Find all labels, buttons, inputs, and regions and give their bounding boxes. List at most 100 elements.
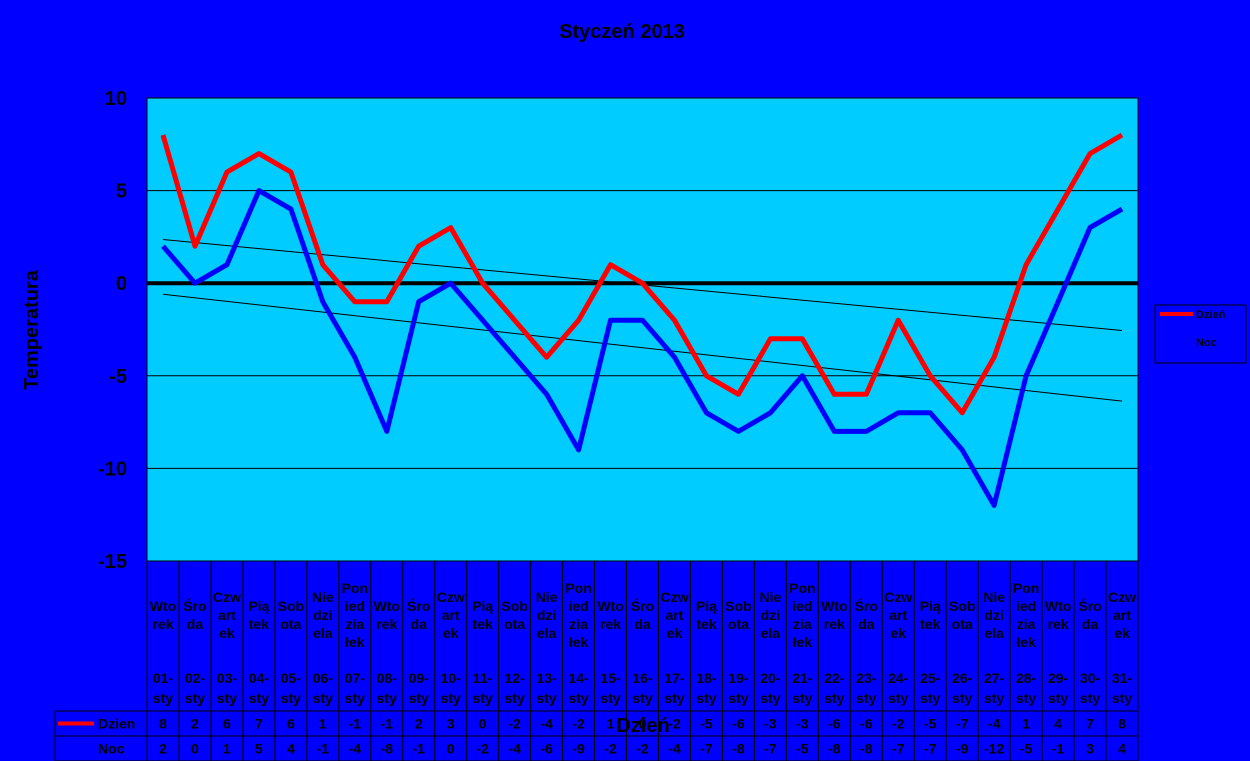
data-value: 1 — [319, 716, 327, 732]
data-value: -5 — [1020, 741, 1033, 757]
data-value: 0 — [479, 716, 487, 732]
data-value: -5 — [924, 716, 937, 732]
plot-area — [146, 97, 1139, 562]
weekday-label: Czw art ek — [884, 589, 912, 641]
data-table-label-dzien: Dzien — [98, 716, 135, 732]
data-value: -2 — [476, 741, 489, 757]
weekday-label: Wto rek — [150, 598, 176, 632]
weekday-label: Pią tek — [920, 598, 941, 632]
weekday-label: Czw art ek — [660, 589, 688, 641]
data-value: 4 — [1054, 716, 1062, 732]
data-value: 0 — [639, 716, 647, 732]
y-tick-label: 0 — [116, 273, 127, 295]
weekday-label: Śro da — [855, 597, 878, 632]
data-value: -1 — [349, 716, 362, 732]
data-value: 1 — [223, 741, 231, 757]
y-axis-ticks: 10 5 0 -5 -10 -15 — [98, 88, 127, 573]
data-value: -3 — [764, 716, 777, 732]
data-value: -1 — [1052, 741, 1065, 757]
weekday-label: Czw art ek — [437, 589, 465, 641]
data-value: -2 — [636, 741, 649, 757]
data-value: -7 — [924, 741, 937, 757]
data-value: 7 — [1086, 716, 1094, 732]
date-label: 24-sty — [888, 670, 909, 706]
date-label: 02-sty — [185, 670, 206, 706]
data-value: -2 — [604, 741, 617, 757]
weekday-label: Pon ied zia łek — [789, 580, 815, 650]
data-value: 7 — [255, 716, 263, 732]
date-label: 07-sty — [345, 670, 366, 706]
data-value: 0 — [447, 741, 455, 757]
data-value: -5 — [700, 716, 713, 732]
date-label: 27-sty — [984, 670, 1005, 706]
data-value: -6 — [828, 716, 841, 732]
y-tick-label: -15 — [98, 551, 127, 573]
date-label: 26-sty — [952, 670, 973, 706]
data-value: 2 — [159, 741, 167, 757]
date-label: 06-sty — [313, 670, 334, 706]
date-label: 17-sty — [664, 670, 685, 706]
data-value: 4 — [287, 741, 295, 757]
y-tick-label: 10 — [105, 88, 127, 110]
data-value: 4 — [1118, 741, 1126, 757]
data-table: Dzien 8 2 6 7 6 1 -1 -1 2 3 0 -2 -4 -2 1 0 -2 -5 -6 -3 -3 -6 -6… — [54, 710, 1139, 761]
data-value: -1 — [317, 741, 330, 757]
data-value: -5 — [796, 741, 809, 757]
series-line-noc — [161, 188, 1124, 508]
data-value: -8 — [828, 741, 841, 757]
data-value: -3 — [796, 716, 809, 732]
data-value: -7 — [892, 741, 905, 757]
weekday-label: Pią tek — [472, 598, 493, 632]
data-value: -2 — [572, 716, 585, 732]
date-label: 19-sty — [728, 670, 749, 706]
weekday-label: Śro da — [183, 597, 206, 632]
data-value: -8 — [860, 741, 873, 757]
data-value: -2 — [508, 716, 521, 732]
data-value: 2 — [415, 716, 423, 732]
weekday-label: Pią tek — [696, 598, 717, 632]
series-line-dzien — [160, 132, 1124, 416]
series-lines — [160, 132, 1124, 508]
weekday-label: Śro da — [1078, 597, 1101, 632]
data-value: -4 — [668, 741, 681, 757]
data-value: 3 — [1086, 741, 1094, 757]
weekday-label: Pon ied zia łek — [565, 580, 591, 650]
data-value: -4 — [988, 716, 1001, 732]
data-value: -6 — [540, 741, 553, 757]
legend-label-noc: Noc — [1196, 337, 1217, 349]
date-label: 05-sty — [281, 670, 302, 706]
weekday-label: Wto rek — [597, 598, 623, 632]
date-label: 03-sty — [217, 670, 238, 706]
data-value: -1 — [381, 716, 394, 732]
chart-title: Styczeń 2013 — [559, 21, 685, 43]
data-value: 0 — [191, 741, 199, 757]
weekday-label: Nie dzi ela — [312, 589, 334, 641]
data-value: 5 — [255, 741, 263, 757]
date-label: 10-sty — [441, 670, 462, 706]
date-label: 14-sty — [568, 670, 589, 706]
date-label: 01-sty — [153, 670, 174, 706]
y-axis-label: Temperatura — [21, 269, 43, 390]
data-value: -9 — [572, 741, 585, 757]
date-label: 23-sty — [856, 670, 877, 706]
data-value: -4 — [540, 716, 553, 732]
weekday-label: Sob ota — [949, 598, 975, 632]
data-value: 2 — [191, 716, 199, 732]
data-value: -8 — [381, 741, 394, 757]
data-value: -1 — [412, 741, 425, 757]
weekday-label: Sob ota — [278, 598, 304, 632]
weekday-label: Sob ota — [501, 598, 527, 632]
x-axis-label: Dzień — [616, 715, 669, 737]
date-label: 31-sty — [1112, 670, 1133, 706]
date-label: 20-sty — [760, 670, 781, 706]
data-value: -8 — [732, 741, 745, 757]
date-label: 29-sty — [1048, 670, 1069, 706]
date-label: 11-sty — [473, 670, 493, 706]
weekday-label: Wto rek — [821, 598, 847, 632]
data-value: -4 — [508, 741, 521, 757]
weekday-label: Nie dzi ela — [536, 589, 558, 641]
legend: Dzień Noc — [1154, 304, 1247, 364]
y-tick-label: -10 — [98, 458, 127, 480]
date-label: 13-sty — [536, 670, 557, 706]
